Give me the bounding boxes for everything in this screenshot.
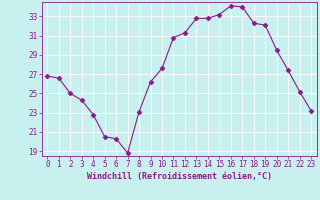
X-axis label: Windchill (Refroidissement éolien,°C): Windchill (Refroidissement éolien,°C) — [87, 172, 272, 181]
